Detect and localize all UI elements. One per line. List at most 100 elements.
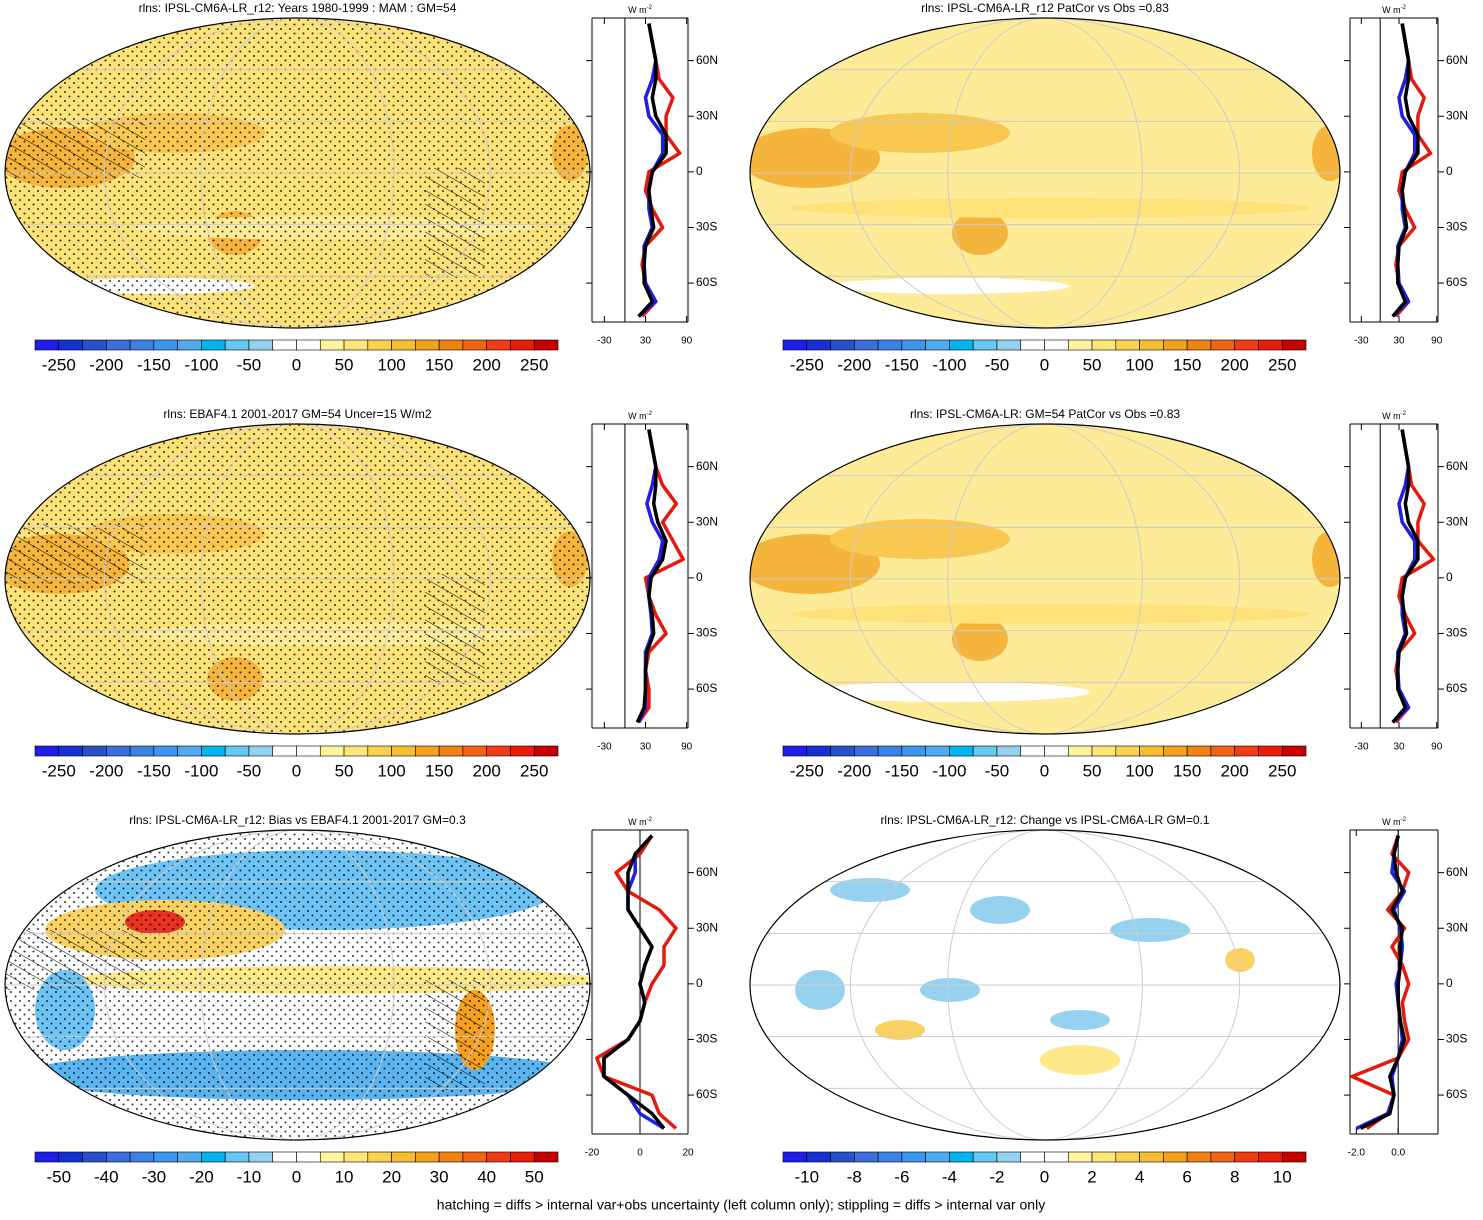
y-tick-label: 60N: [1446, 53, 1468, 67]
y-tick-label: 30N: [1446, 108, 1468, 122]
profile-line: [595, 834, 678, 1130]
colorbar-label: 150: [425, 355, 453, 374]
colorbar-label: -200: [89, 355, 123, 374]
y-tick-label: 0: [696, 164, 703, 178]
colorbar-box: [319, 339, 345, 351]
map: [5, 424, 590, 734]
graticule: [200, 18, 395, 328]
colorbar-box: [949, 745, 974, 757]
unit: W m: [628, 411, 647, 421]
colorbar-box: [224, 745, 250, 757]
colorbar-box: [415, 1151, 440, 1163]
profile-line: [635, 429, 668, 724]
x-tick-label: 90: [681, 742, 693, 753]
colorbar-box: [996, 339, 1022, 351]
colorbar-box: [1210, 339, 1235, 351]
colorbar-label: 250: [1268, 355, 1296, 374]
colorbar-box: [1163, 339, 1188, 351]
colorbar-box: [153, 1151, 178, 1163]
graticule: [200, 830, 395, 1140]
colorbar-label: 6: [1182, 1167, 1191, 1186]
colorbar-label: -40: [94, 1167, 119, 1186]
profile-line: [602, 834, 666, 1130]
colorbar-label: 10: [335, 1167, 354, 1186]
map-field: [830, 519, 1010, 559]
map-field: [952, 211, 1008, 255]
colorbar-label: -20: [189, 1167, 214, 1186]
colorbar-box: [34, 339, 60, 351]
colorbar-box: [34, 1151, 60, 1163]
map-border: [749, 829, 1341, 1141]
colorbar-box: [438, 339, 464, 351]
colorbar-box: [925, 1151, 950, 1163]
colorbar-label: -150: [885, 761, 919, 780]
colorbar-box: [877, 745, 903, 757]
colorbar-label: -250: [790, 761, 824, 780]
colorbar-box: [367, 1151, 392, 1163]
colorbar-box: [1281, 745, 1307, 757]
colorbar-box: [996, 1151, 1022, 1163]
colorbar-box: [129, 339, 155, 351]
panel-title: rlns: EBAF4.1 2001-2017 GM=54 Uncer=15 W…: [163, 407, 431, 421]
colorbar-label: -30: [142, 1167, 167, 1186]
colorbar-box: [925, 745, 950, 757]
colorbar-box: [806, 339, 831, 351]
colorbar-box: [830, 1151, 855, 1163]
colorbar-label: 0: [292, 355, 301, 374]
graticule: [947, 424, 1143, 734]
colorbar-label: -250: [42, 355, 76, 374]
colorbar-box: [1115, 339, 1140, 351]
colorbar-label: -50: [985, 761, 1010, 780]
colorbar-box: [533, 339, 559, 351]
graticule: [849, 18, 1241, 328]
x-tick-label: 30: [1393, 742, 1405, 753]
colorbar-box: [58, 745, 83, 757]
map-field: [790, 604, 1310, 624]
x-tick-label: 0.0: [1391, 1148, 1405, 1159]
colorbar-box: [1091, 1151, 1117, 1163]
colorbar-label: -50: [237, 761, 262, 780]
x-tick-label: -30: [597, 742, 612, 753]
colorbar-box: [510, 1151, 535, 1163]
colorbar-box: [367, 745, 392, 757]
colorbar-box: [486, 339, 511, 351]
map: [750, 424, 1340, 734]
colorbar-box: [972, 339, 998, 351]
colorbar-box: [319, 745, 345, 757]
colorbar-label: 30: [430, 1167, 449, 1186]
colorbar-label: -200: [837, 761, 871, 780]
colorbar-label: 50: [1083, 761, 1102, 780]
colorbar-box: [367, 339, 392, 351]
x-tick-label: 30: [640, 336, 652, 347]
colorbar-box: [106, 339, 131, 351]
graticule: [200, 424, 395, 734]
colorbar-label: 250: [520, 355, 548, 374]
colorbar-box: [925, 339, 950, 351]
unit-exponent: -2: [1401, 411, 1407, 417]
graticule: [103, 18, 492, 328]
colorbar-label: -150: [885, 355, 919, 374]
colorbar-box: [177, 1151, 202, 1163]
colorbar-box: [391, 1151, 416, 1163]
colorbar-box: [782, 339, 808, 351]
colorbar-label: 40: [477, 1167, 496, 1186]
x-tick-label: 90: [1431, 742, 1443, 753]
colorbar-label: -50: [985, 355, 1010, 374]
colorbar-box: [343, 1151, 369, 1163]
colorbar-label: 200: [1220, 355, 1248, 374]
colorbar-box: [201, 745, 226, 757]
colorbar-label: 250: [1268, 761, 1296, 780]
unit-label: W m-2: [1382, 817, 1406, 828]
colorbar-box: [1139, 1151, 1164, 1163]
unit-exponent: -2: [647, 411, 653, 417]
panel-title: rlns: IPSL-CM6A-LR_r12: Change vs IPSL-C…: [880, 813, 1209, 827]
y-tick-label: 60S: [1446, 1087, 1467, 1101]
y-tick-label: 60N: [1446, 865, 1468, 879]
colorbar-box: [1281, 339, 1307, 351]
colorbar-box: [1186, 339, 1212, 351]
colorbar-box: [201, 339, 226, 351]
colorbar-label: -100: [932, 355, 966, 374]
panel-title: rlns: IPSL-CM6A-LR_r12 PatCor vs Obs =0.…: [921, 1, 1169, 15]
colorbar-box: [533, 745, 559, 757]
